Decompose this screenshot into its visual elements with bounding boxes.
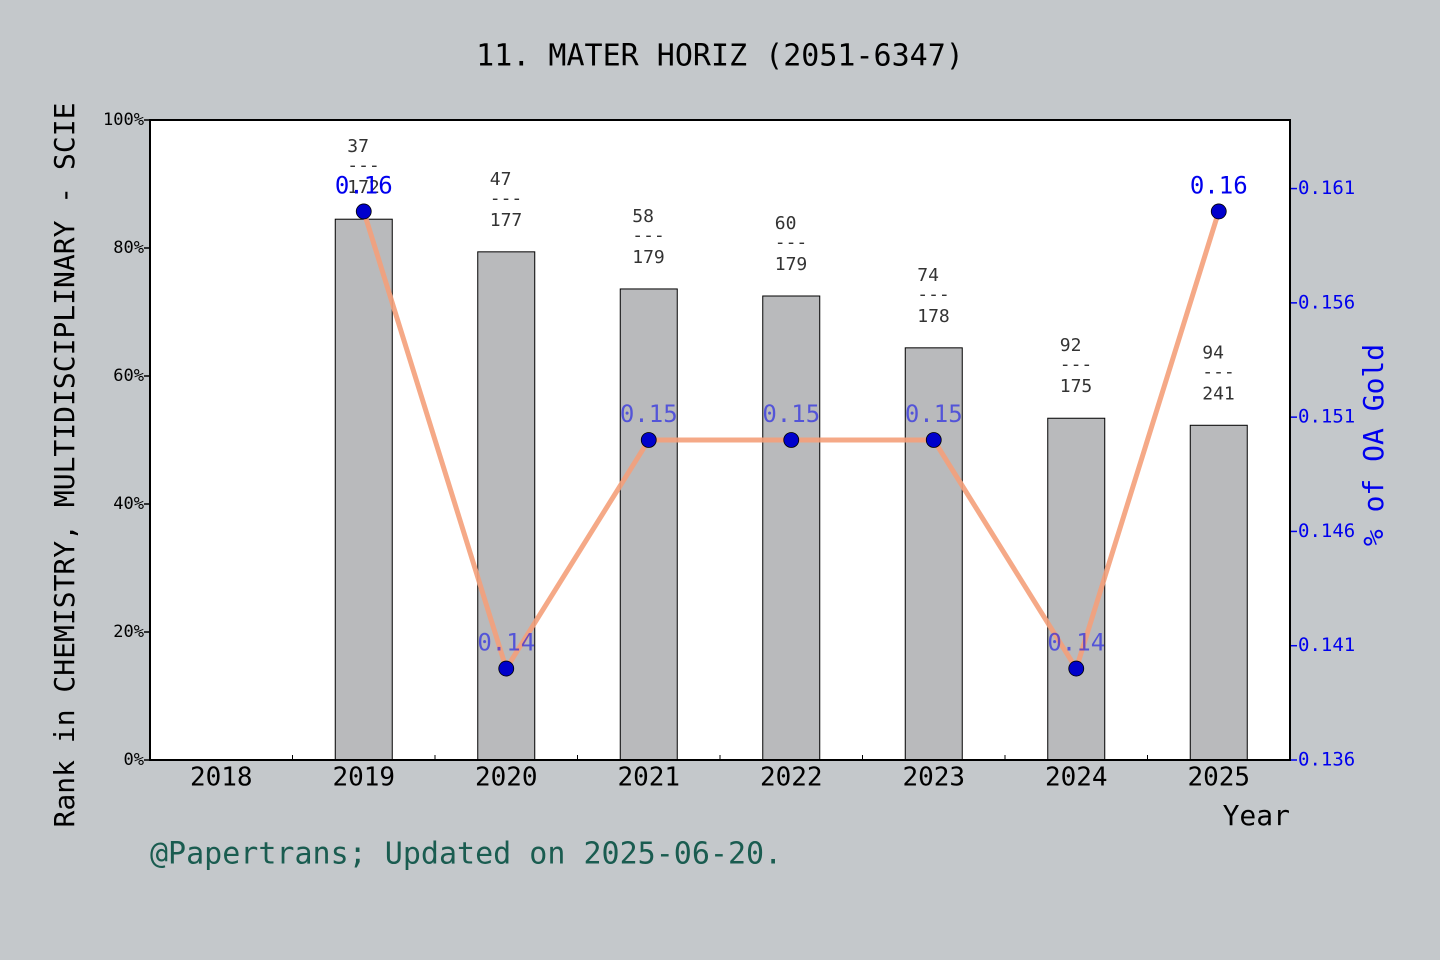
data-label: 0.15 [762,400,820,428]
plot-border [149,119,1291,761]
x-tick-label: 2019 [332,763,395,793]
x-tick-label: 2020 [475,763,538,793]
bar [619,288,678,761]
bar [477,251,536,761]
data-label: 0.14 [1047,629,1105,657]
y2-tick-label: 0.141 [1298,634,1355,656]
bar-annotation: --- [1060,354,1093,375]
bar-annotation: 241 [1202,383,1235,404]
bar-annotation: --- [1202,361,1235,382]
x-axis-title: Year [1223,799,1290,832]
marker [355,203,372,220]
bar-annotation: 37 [347,136,369,157]
bar-annotation: --- [490,188,523,209]
bar-annotation: 92 [1060,335,1082,356]
y2-tick-label: 0.136 [1298,749,1355,771]
bar-annotation: 60 [775,213,797,234]
x-tick-label: 2022 [760,763,823,793]
data-label: 0.15 [620,400,678,428]
y2-tick-label: 0.161 [1298,177,1355,199]
data-label: 0.16 [335,171,393,199]
y-axis-title: Rank in CHEMISTRY, MULTIDISCIPLINARY - S… [48,103,81,828]
y-tick-label: 0% [124,750,144,770]
x-tick-label: 2024 [1045,763,1108,793]
y-tick-label: 40% [113,494,144,514]
bar-annotation: 179 [775,254,808,275]
bar-annotation: --- [347,155,380,176]
x-tick-label: 2018 [190,763,253,793]
bar-annotation: --- [775,232,808,253]
bar-annotation: 47 [490,169,512,190]
bar-annotation: 175 [1060,376,1093,397]
marker [640,432,657,448]
bar-annotation: 179 [632,247,665,268]
data-label: 0.15 [905,400,963,428]
marker [1068,660,1085,677]
y2-tick-label: 0.151 [1298,406,1355,428]
bar-annotation: 58 [632,206,654,227]
y-tick-label: 80% [113,238,144,258]
marker [783,432,800,448]
bar [762,295,821,761]
y-tick-label: 60% [113,366,144,386]
bar-annotation: 74 [917,265,939,286]
data-label: 0.14 [477,629,535,657]
y-tick-label: 100% [103,110,144,130]
marker [925,432,942,448]
x-tick-label: 2021 [617,763,680,793]
bar-annotation: 178 [917,306,950,327]
bar [904,347,963,761]
data-label: 0.16 [1190,171,1248,199]
marker [498,660,515,677]
bar [1047,417,1106,761]
bar-annotation: 177 [490,210,523,231]
bar-annotation: 94 [1202,342,1224,363]
y2-tick-label: 0.146 [1298,520,1355,542]
bar [334,218,393,761]
chart-title: 11. MATER HORIZ (2051-6347) [476,39,964,74]
footnote: @Papertrans; Updated on 2025-06-20. [150,837,782,872]
y2-axis-title: % of OA Gold [1357,344,1390,546]
bar-annotation: --- [632,225,665,246]
y-tick-label: 20% [113,622,144,642]
bar-annotation: --- [917,284,950,305]
bar [1189,424,1248,761]
bar-annotation: 172 [347,177,380,198]
y2-tick-label: 0.156 [1298,291,1355,313]
marker [1210,203,1227,220]
x-tick-label: 2025 [1187,763,1250,793]
x-tick-label: 2023 [902,763,965,793]
